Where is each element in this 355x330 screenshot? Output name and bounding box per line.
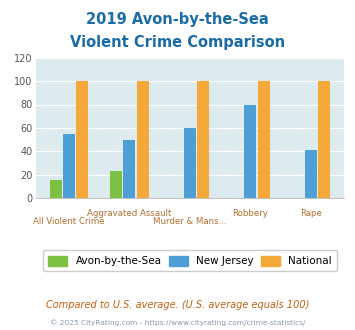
Bar	[258, 81, 270, 198]
Text: Rape: Rape	[300, 209, 322, 217]
Bar	[137, 81, 149, 198]
Bar	[124, 140, 136, 198]
Bar	[318, 81, 330, 198]
Bar	[50, 181, 62, 198]
Bar	[197, 81, 209, 198]
Text: Robbery: Robbery	[233, 209, 268, 217]
Text: Aggravated Assault: Aggravated Assault	[87, 209, 171, 217]
Bar	[110, 171, 122, 198]
Legend: Avon-by-the-Sea, New Jersey, National: Avon-by-the-Sea, New Jersey, National	[43, 250, 337, 271]
Bar	[184, 128, 196, 198]
Text: Murder & Mans...: Murder & Mans...	[153, 217, 227, 226]
Bar	[244, 105, 256, 198]
Text: © 2025 CityRating.com - https://www.cityrating.com/crime-statistics/: © 2025 CityRating.com - https://www.city…	[50, 319, 305, 326]
Text: All Violent Crime: All Violent Crime	[33, 217, 105, 226]
Text: 2019 Avon-by-the-Sea: 2019 Avon-by-the-Sea	[86, 12, 269, 26]
Bar	[63, 134, 75, 198]
Text: Compared to U.S. average. (U.S. average equals 100): Compared to U.S. average. (U.S. average …	[46, 300, 309, 310]
Bar	[76, 81, 88, 198]
Bar	[305, 150, 317, 198]
Text: Violent Crime Comparison: Violent Crime Comparison	[70, 35, 285, 50]
